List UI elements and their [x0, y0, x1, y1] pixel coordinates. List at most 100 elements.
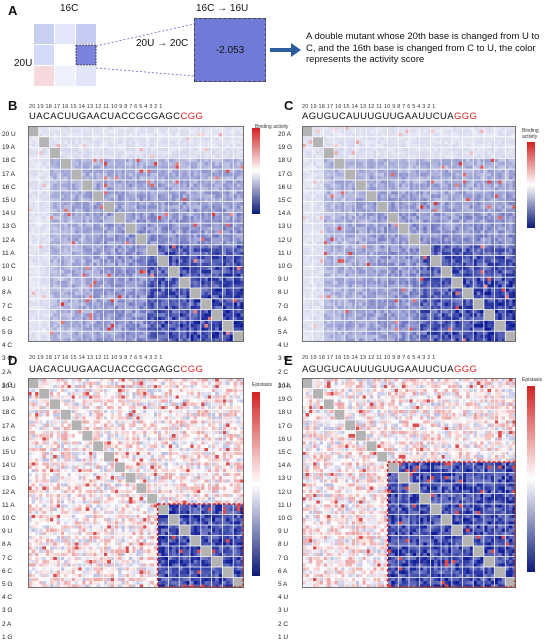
heatmap-cell — [201, 266, 205, 270]
heatmap-cell — [222, 248, 226, 252]
heatmap-cell — [50, 277, 54, 281]
heatmap-cell — [306, 194, 310, 198]
heatmap-cell — [60, 299, 64, 303]
heatmap-cell — [370, 173, 374, 177]
heatmap-cell — [118, 223, 122, 227]
heatmap-cell — [334, 130, 338, 134]
heatmap-cell — [313, 130, 317, 134]
heatmap-cell — [348, 180, 352, 184]
heatmap-cell — [204, 130, 208, 134]
heatmap-cell — [86, 238, 90, 242]
heatmap-cell — [158, 194, 162, 198]
heatmap-cell — [104, 184, 108, 188]
heatmap-cell — [377, 169, 381, 173]
heatmap-cell — [306, 202, 310, 206]
heatmap-cell — [71, 324, 75, 328]
heatmap-cell — [42, 191, 46, 195]
heatmap-cell — [150, 148, 154, 152]
diagonal-cell — [147, 245, 158, 256]
heatmap-cell — [222, 238, 226, 242]
heatmap-cell — [86, 194, 90, 198]
heatmap-cell — [147, 292, 151, 296]
heatmap-cell — [398, 180, 402, 184]
heatmap-cell — [140, 173, 144, 177]
heatmap-cell — [484, 151, 488, 155]
heatmap-cell — [147, 324, 151, 328]
heatmap-cell — [452, 184, 456, 188]
heatmap-cell — [168, 277, 172, 281]
heatmap-cell — [82, 205, 86, 209]
heatmap-cell — [204, 281, 208, 285]
heatmap-cell — [118, 191, 122, 195]
heatmap-cell — [150, 162, 154, 166]
heatmap-cell — [93, 281, 97, 285]
heatmap-cell — [150, 256, 154, 260]
heatmap-cell — [509, 140, 513, 144]
heatmap-cell — [172, 292, 176, 296]
heatmap-cell — [212, 277, 216, 281]
heatmap-cell — [183, 140, 187, 144]
heatmap-cell — [413, 137, 417, 141]
heatmap-cell — [212, 335, 216, 339]
heatmap-cell — [445, 180, 449, 184]
heatmap-cell — [473, 162, 477, 166]
heatmap-cell — [473, 205, 477, 209]
heatmap-cell — [82, 288, 86, 292]
heatmap-cell — [172, 191, 176, 195]
heatmap-cell — [413, 202, 417, 206]
heatmap-cell — [32, 256, 36, 260]
heatmap-cell — [104, 234, 108, 238]
heatmap-cell — [377, 148, 381, 152]
heatmap-cell — [136, 288, 140, 292]
heatmap-cell — [215, 248, 219, 252]
heatmap-cell — [32, 259, 36, 263]
heatmap-cell — [64, 234, 68, 238]
heatmap-cell — [64, 256, 68, 260]
heatmap-cell — [316, 162, 320, 166]
heatmap-cell — [86, 331, 90, 335]
heatmap-cell — [158, 302, 162, 306]
heatmap-cell — [150, 277, 154, 281]
heatmap-cell — [370, 216, 374, 220]
heatmap-cell — [129, 313, 133, 317]
heatmap-cell — [140, 277, 144, 281]
heatmap-cell — [484, 130, 488, 134]
heatmap-cell — [237, 281, 241, 285]
heatmap-cell — [434, 137, 438, 141]
heatmap-cell — [125, 266, 129, 270]
heatmap-cell — [445, 158, 449, 162]
heatmap-cell — [118, 259, 122, 263]
heatmap-cell — [423, 184, 427, 188]
heatmap-cell — [161, 191, 165, 195]
heatmap-cell — [391, 184, 395, 188]
heatmap-cell — [82, 194, 86, 198]
heatmap-cell — [107, 259, 111, 263]
heatmap-cell — [484, 194, 488, 198]
heatmap-cell — [147, 130, 151, 134]
heatmap-cell — [118, 137, 122, 141]
panel-a-zoom-row-label: 20U → 20C — [136, 38, 188, 49]
heatmap-cell — [452, 130, 456, 134]
heatmap-cell — [498, 205, 502, 209]
heatmap-cell — [222, 151, 226, 155]
heatmap-cell — [125, 184, 129, 188]
heatmap-cell — [53, 234, 57, 238]
heatmap-cell — [190, 248, 194, 252]
heatmap-cell — [498, 151, 502, 155]
heatmap-cell — [226, 191, 230, 195]
heatmap-cell — [398, 216, 402, 220]
heatmap-cell — [338, 216, 342, 220]
heatmap-cell — [402, 162, 406, 166]
heatmap-cell — [158, 281, 162, 285]
heatmap-cell — [172, 184, 176, 188]
heatmap-cell — [201, 173, 205, 177]
heatmap-cell — [430, 137, 434, 141]
heatmap-cell — [190, 216, 194, 220]
heatmap-cell — [183, 259, 187, 263]
heatmap-cell — [505, 173, 509, 177]
heatmap-cell — [172, 248, 176, 252]
heatmap-cell — [32, 216, 36, 220]
heatmap-cell — [136, 248, 140, 252]
heatmap-cell — [194, 184, 198, 188]
heatmap-cell — [498, 162, 502, 166]
